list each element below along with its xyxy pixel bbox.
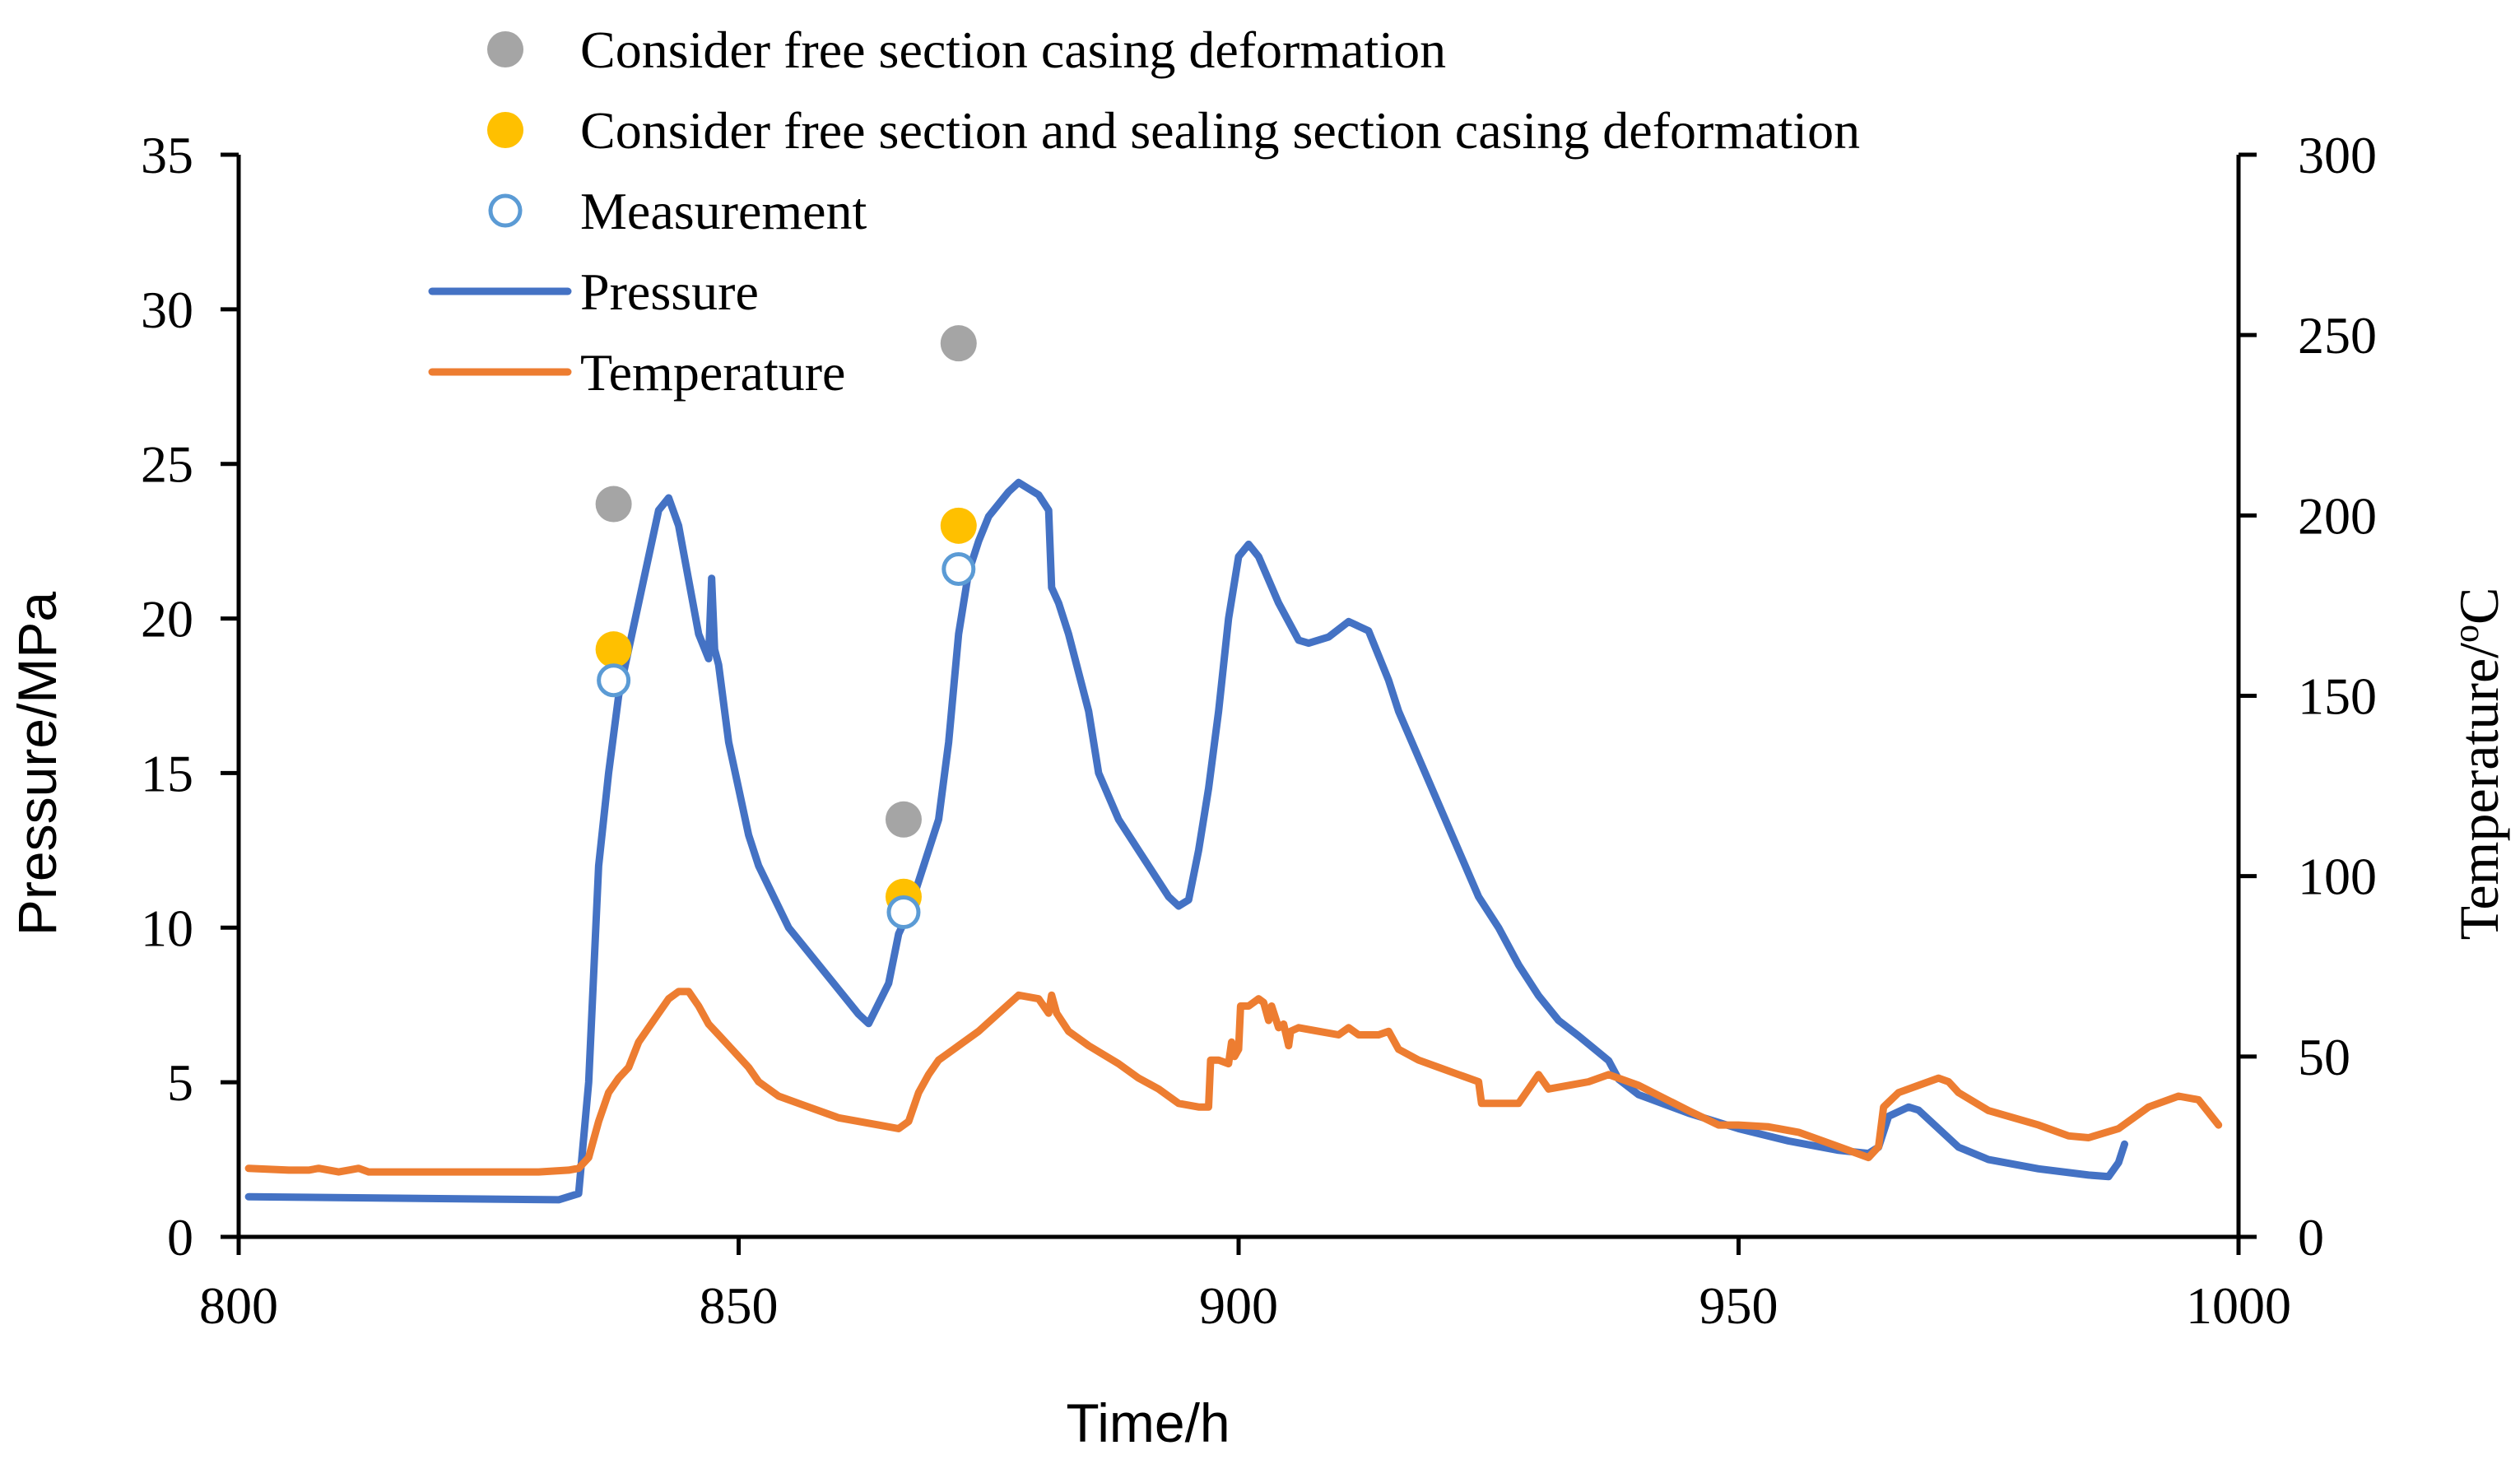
scatter-points <box>595 325 977 929</box>
y-tick-label: 30 <box>141 281 193 339</box>
y-tick-label: 5 <box>167 1053 193 1112</box>
y2-tick-label: 0 <box>2298 1208 2324 1266</box>
y-axis-left-title: Pressure/MPa <box>7 592 67 936</box>
y2-tick-label: 100 <box>2298 848 2377 906</box>
legend-marker <box>487 31 523 67</box>
x-tick-label: 950 <box>1699 1276 1778 1335</box>
free-sealing-section-point <box>595 631 632 668</box>
legend-label: Pressure <box>580 263 759 321</box>
legend-label: Consider free section casing deformation <box>580 21 1446 79</box>
x-axis-title: Time/h <box>1066 1392 1230 1453</box>
y-tick-label: 20 <box>141 590 193 648</box>
y-tick-label: 10 <box>141 899 193 957</box>
y-axis-right-title-main: Temperature/ <box>2448 643 2510 941</box>
y2-tick-label: 250 <box>2298 306 2377 365</box>
x-tick-label: 900 <box>1199 1276 1278 1335</box>
legend-label: Consider free section and sealing sectio… <box>580 101 1860 160</box>
measurement-point <box>942 551 976 586</box>
temperature-line <box>244 988 2223 1176</box>
measurement-point <box>886 895 921 929</box>
y-tick-label: 15 <box>141 744 193 802</box>
free-section-point <box>885 801 922 838</box>
legend-label: Temperature <box>580 343 845 402</box>
y-right-ticks: 0 50 100 150 200 250 300 <box>2239 126 2377 1266</box>
legend: Consider free section casing deformation… <box>428 21 1860 402</box>
y-tick-label: 0 <box>167 1208 193 1266</box>
x-tick-label: 850 <box>700 1276 779 1335</box>
legend-marker <box>487 112 523 148</box>
series-lines <box>244 478 2223 1204</box>
legend-label: Measurement <box>580 182 867 240</box>
y2-tick-label: 200 <box>2298 486 2377 545</box>
free-section-point <box>940 325 977 362</box>
y-tick-label: 25 <box>141 435 193 494</box>
y2-tick-label: 300 <box>2298 126 2377 184</box>
free-sealing-section-point <box>940 507 977 544</box>
x-tick-label: 1000 <box>2186 1276 2291 1335</box>
y-axis-right-title: Temperature/oC <box>2446 588 2510 941</box>
x-tick-label: 800 <box>199 1276 278 1335</box>
pressure-line <box>244 478 2128 1204</box>
y-axis-right-title-unit: C <box>2448 588 2510 625</box>
x-ticks: 800 850 900 950 1000 <box>199 1237 2291 1335</box>
y-left-ticks: 0 5 10 15 20 25 30 35 <box>141 126 239 1266</box>
y2-tick-label: 150 <box>2298 667 2377 726</box>
measurement-point <box>597 663 631 698</box>
y-tick-label: 35 <box>141 126 193 184</box>
y2-tick-label: 50 <box>2298 1028 2350 1086</box>
y-axis-right-title-degree: o <box>2446 625 2486 643</box>
legend-marker <box>488 193 523 228</box>
free-section-point <box>595 486 632 523</box>
